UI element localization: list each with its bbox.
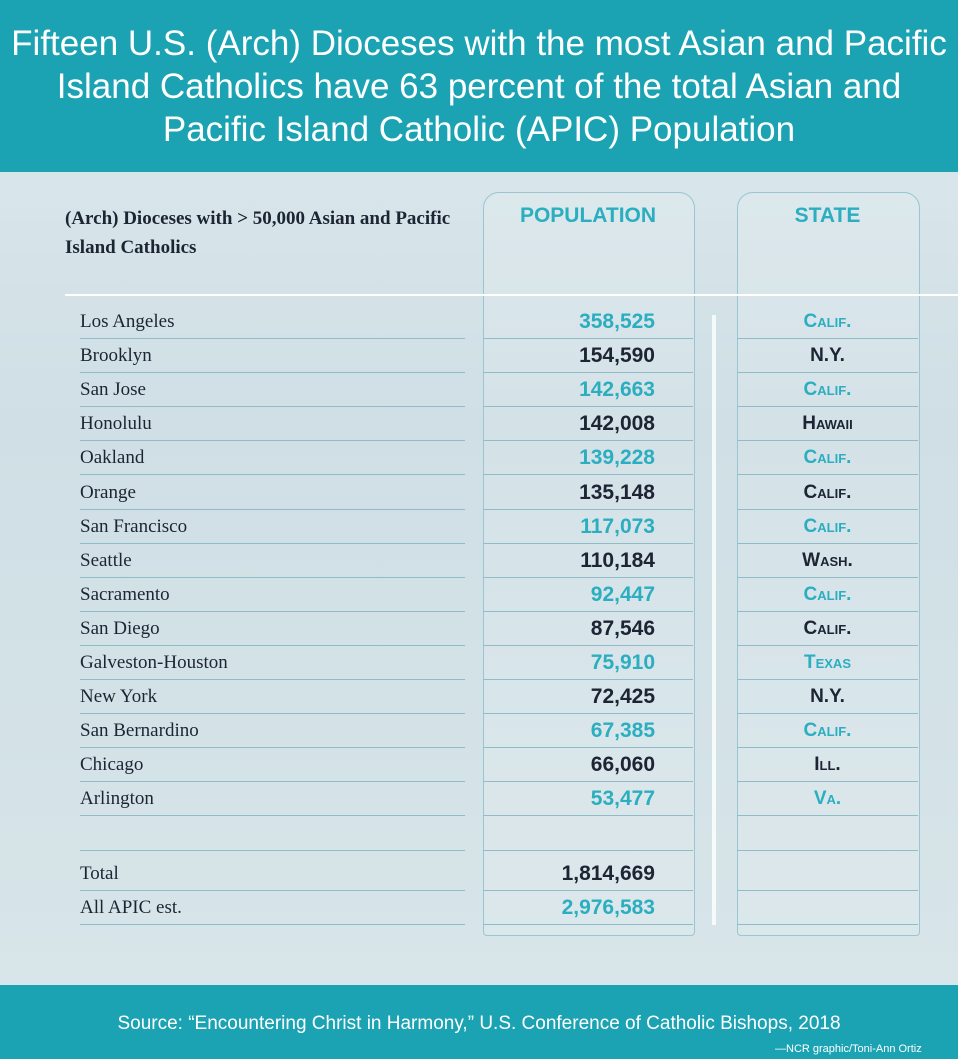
state: Texas	[737, 647, 918, 680]
table-row: Arlington 53,477 Va.	[0, 783, 958, 817]
source-band	[0, 985, 958, 1059]
table-row: New York 72,425 N.Y.	[0, 681, 958, 715]
spacer-cell	[483, 818, 693, 851]
table-row: San Francisco 117,073 Calif.	[0, 511, 958, 545]
population: 1,814,669	[483, 858, 693, 891]
diocese: Honolulu	[80, 408, 465, 442]
population: 358,525	[483, 306, 693, 339]
diocese: Oakland	[80, 442, 465, 476]
diocese: Los Angeles	[80, 306, 465, 339]
state: Calif.	[737, 579, 918, 612]
diocese: New York	[80, 681, 465, 715]
state: N.Y.	[737, 681, 918, 715]
source: Source: “Encountering Christ in Harmony,…	[117, 1013, 841, 1034]
table-row: San Jose 142,663 Calif.	[0, 374, 958, 408]
diocese: Total	[80, 858, 465, 891]
diocese: Sacramento	[80, 579, 465, 612]
population: 66,060	[483, 749, 693, 783]
diocese: Arlington	[80, 783, 465, 817]
population: 2,976,583	[483, 892, 693, 925]
population: 67,385	[483, 715, 693, 749]
table-row: Brooklyn 154,590 N.Y.	[0, 340, 958, 374]
state: Calif.	[737, 306, 918, 339]
spacer-cell	[737, 818, 918, 851]
population: 75,910	[483, 647, 693, 680]
spacer-cell	[80, 818, 465, 851]
table-row: Orange 135,148 Calif.	[0, 477, 958, 511]
population: 72,425	[483, 681, 693, 715]
diocese: San Diego	[80, 613, 465, 646]
state	[737, 858, 918, 891]
diocese: Brooklyn	[80, 340, 465, 374]
state: Wash.	[737, 545, 918, 578]
diocese: All APIC est.	[80, 892, 465, 925]
population: 142,663	[483, 374, 693, 408]
state: Calif.	[737, 477, 918, 510]
population: 135,148	[483, 477, 693, 510]
credit: —NCR graphic/Toni-Ann Ortiz	[775, 1043, 922, 1055]
spacer-row	[0, 818, 958, 852]
state: Va.	[737, 783, 918, 817]
diocese: San Francisco	[80, 511, 465, 544]
column-header: POPULATION	[519, 204, 657, 227]
state: Calif.	[737, 715, 918, 749]
separator	[65, 294, 958, 296]
column-header: STATE	[794, 204, 861, 227]
diocese: Chicago	[80, 749, 465, 783]
state-column	[737, 192, 920, 936]
table-row: Seattle 110,184 Wash.	[0, 545, 958, 579]
diocese: Galveston-Houston	[80, 647, 465, 680]
state: Calif.	[737, 442, 918, 476]
table-row: Total 1,814,669	[0, 858, 958, 892]
title-band	[0, 0, 958, 172]
population: 53,477	[483, 783, 693, 817]
table-row: Oakland 139,228 Calif.	[0, 442, 958, 476]
state: N.Y.	[737, 340, 918, 374]
diocese: Orange	[80, 477, 465, 510]
table-row: Sacramento 92,447 Calif.	[0, 579, 958, 613]
population: 139,228	[483, 442, 693, 476]
population: 92,447	[483, 579, 693, 612]
population: 154,590	[483, 340, 693, 374]
table-row: Galveston-Houston 75,910 Texas	[0, 647, 958, 681]
state: Calif.	[737, 511, 918, 544]
state: Hawaii	[737, 408, 918, 442]
divider	[712, 315, 716, 925]
population: 87,546	[483, 613, 693, 646]
diocese: Seattle	[80, 545, 465, 578]
table-row: Chicago 66,060 Ill.	[0, 749, 958, 783]
population: 142,008	[483, 408, 693, 442]
title: Fifteen U.S. (Arch) Dioceses with the mo…	[11, 24, 947, 149]
table-row: All APIC est. 2,976,583	[0, 892, 958, 926]
table-row: Honolulu 142,008 Hawaii	[0, 408, 958, 442]
state: Calif.	[737, 613, 918, 646]
table-row: Los Angeles 358,525 Calif.	[0, 306, 958, 340]
table-row: San Diego 87,546 Calif.	[0, 613, 958, 647]
column-header: (Arch) Dioceses with > 50,000 Asian and …	[65, 208, 451, 258]
population: 117,073	[483, 511, 693, 544]
diocese: San Jose	[80, 374, 465, 408]
diocese: San Bernardino	[80, 715, 465, 749]
state: Ill.	[737, 749, 918, 783]
population: 110,184	[483, 545, 693, 578]
state	[737, 892, 918, 925]
state: Calif.	[737, 374, 918, 408]
population-column	[483, 192, 695, 936]
table-row: San Bernardino 67,385 Calif.	[0, 715, 958, 749]
